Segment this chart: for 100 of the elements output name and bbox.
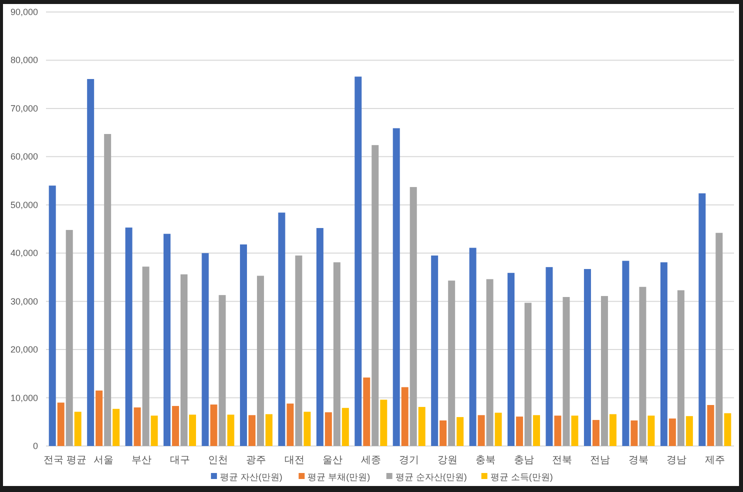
bar bbox=[57, 402, 64, 446]
bar bbox=[486, 279, 494, 446]
bar bbox=[134, 407, 141, 446]
x-tick-label: 광주 bbox=[246, 455, 266, 466]
legend-label: 평균 소득(만원) bbox=[490, 472, 553, 482]
bar bbox=[524, 302, 532, 446]
bar bbox=[48, 186, 56, 446]
bar bbox=[648, 416, 655, 446]
bar bbox=[716, 232, 723, 446]
bar bbox=[677, 290, 684, 446]
bar bbox=[639, 286, 646, 446]
x-tick-label: 전국 평균 bbox=[44, 455, 86, 466]
x-tick-label: 충남 bbox=[514, 455, 534, 466]
bar bbox=[392, 128, 400, 446]
bar bbox=[609, 414, 616, 446]
x-tick-label: 제주 bbox=[704, 455, 725, 466]
x-tick-label: 인천 bbox=[208, 455, 228, 466]
y-tick-label: 20,000 bbox=[10, 344, 38, 355]
bar bbox=[431, 256, 438, 446]
x-tick-label: 경남 bbox=[666, 455, 687, 466]
bar bbox=[533, 415, 540, 446]
bar bbox=[240, 244, 247, 446]
bar bbox=[164, 234, 171, 446]
bar bbox=[112, 408, 120, 446]
bar bbox=[248, 415, 256, 446]
y-tick-label: 80,000 bbox=[10, 55, 38, 66]
bar bbox=[104, 134, 112, 446]
x-tick-label: 충북 bbox=[476, 455, 496, 466]
bar bbox=[562, 296, 570, 446]
bar bbox=[256, 276, 264, 446]
bar bbox=[456, 417, 464, 446]
x-tick-label: 울산 bbox=[322, 455, 343, 466]
bar bbox=[508, 272, 515, 446]
y-tick-label: 10,000 bbox=[10, 392, 38, 403]
bar bbox=[698, 193, 706, 446]
bar bbox=[410, 187, 417, 446]
bar bbox=[440, 420, 447, 446]
bar bbox=[210, 404, 218, 446]
y-tick-label: 0 bbox=[32, 441, 38, 451]
bar bbox=[172, 406, 180, 446]
bar bbox=[96, 390, 103, 446]
bar bbox=[142, 266, 150, 446]
bar bbox=[286, 404, 294, 446]
bar bbox=[660, 262, 668, 446]
legend-label: 평균 순자산(만원) bbox=[395, 472, 467, 482]
bar bbox=[265, 414, 272, 446]
bar bbox=[516, 416, 524, 446]
bar bbox=[478, 415, 485, 446]
bar bbox=[324, 412, 332, 446]
bar bbox=[87, 79, 94, 446]
bar bbox=[218, 295, 226, 446]
bar bbox=[74, 412, 82, 446]
x-tick-label: 세종 bbox=[360, 455, 381, 466]
bar bbox=[278, 212, 286, 446]
bar bbox=[380, 400, 388, 446]
y-tick-label: 40,000 bbox=[10, 248, 38, 258]
bar bbox=[333, 262, 340, 446]
bar bbox=[295, 256, 302, 446]
bar bbox=[584, 269, 591, 446]
bar bbox=[546, 267, 553, 446]
y-tick-label: 90,000 bbox=[10, 7, 38, 17]
legend-label: 평균 부채(만원) bbox=[308, 472, 370, 482]
y-tick-label: 70,000 bbox=[10, 103, 38, 114]
x-tick-label: 대전 bbox=[284, 455, 304, 466]
bar bbox=[622, 260, 630, 446]
bar bbox=[448, 280, 456, 446]
bar bbox=[571, 416, 578, 446]
x-tick-label: 경북 bbox=[628, 455, 648, 466]
bar bbox=[600, 296, 608, 446]
bar bbox=[418, 406, 426, 446]
bar bbox=[401, 387, 408, 446]
bar bbox=[180, 274, 188, 446]
y-tick-label: 50,000 bbox=[10, 200, 38, 210]
bar bbox=[668, 418, 676, 446]
y-tick-label: 30,000 bbox=[10, 296, 38, 306]
bar bbox=[707, 405, 714, 446]
y-tick-label: 60,000 bbox=[10, 152, 38, 162]
bar bbox=[304, 412, 311, 446]
bar bbox=[354, 76, 362, 446]
x-tick-label: 경기 bbox=[399, 455, 420, 466]
x-tick-label: 전북 bbox=[552, 455, 572, 466]
legend-label: 평균 자산(만원) bbox=[220, 472, 282, 482]
bar bbox=[316, 228, 324, 446]
bar bbox=[150, 416, 158, 446]
x-tick-label: 강원 bbox=[437, 455, 458, 466]
x-tick-label: 서울 bbox=[93, 455, 114, 466]
bar bbox=[372, 145, 379, 446]
bar bbox=[202, 253, 209, 446]
bar bbox=[342, 408, 349, 446]
x-tick-label: 부산 bbox=[132, 455, 152, 466]
bar bbox=[686, 416, 693, 446]
x-tick-label: 전남 bbox=[590, 455, 610, 466]
x-tick-label: 대구 bbox=[170, 455, 190, 466]
bar bbox=[189, 414, 196, 446]
bar bbox=[592, 420, 600, 446]
bar bbox=[554, 416, 562, 446]
bar bbox=[724, 413, 732, 446]
bar bbox=[363, 378, 370, 446]
bar bbox=[630, 420, 638, 446]
bar bbox=[469, 248, 476, 446]
